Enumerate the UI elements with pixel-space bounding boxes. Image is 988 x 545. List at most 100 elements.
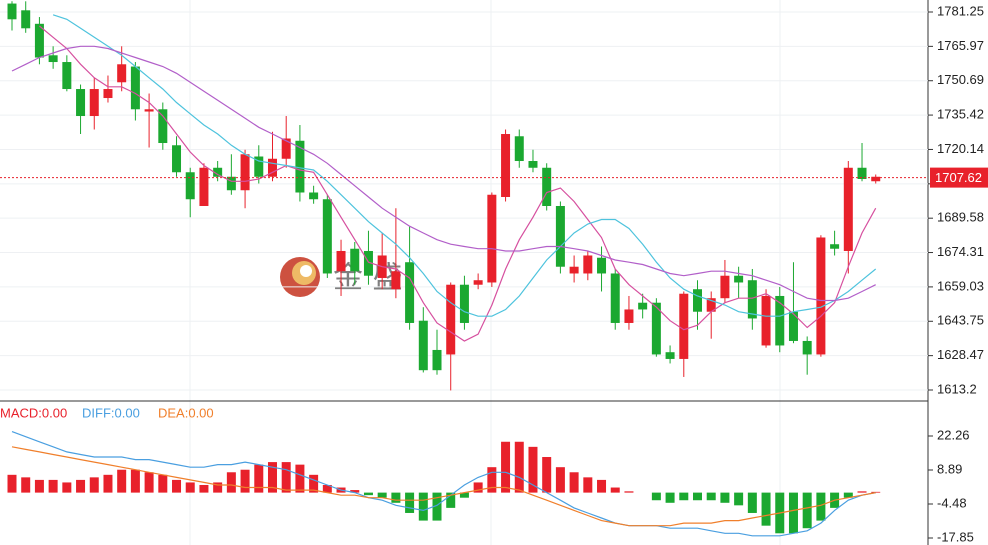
candle-body [830,244,840,249]
candle-body [144,109,154,112]
macd-bar [254,464,264,493]
y-tick-label: 1750.69 [937,72,984,87]
candle-body [857,167,867,180]
macd-bar [501,441,511,493]
macd-bar [734,492,744,506]
candle-body [432,349,442,371]
candle-body [267,158,277,177]
macd-bar [267,462,277,493]
macd-bar [569,472,579,493]
candle-body [295,140,305,193]
macd-bar [597,479,607,493]
candle-body [761,295,771,346]
candle-body [651,302,661,355]
candle-body [734,275,744,283]
candle-body [76,89,86,117]
macd-bar [665,492,675,503]
line [11,446,876,527]
candle-body [624,309,634,323]
candle-body [514,136,524,162]
macd-bar [473,482,483,493]
macd-bar [76,479,86,493]
macd-bar [542,457,552,493]
macd-bar [89,477,99,493]
candle-body [693,289,702,312]
macd-bar [651,492,661,501]
candle-body [775,295,785,346]
macd-bar [34,479,44,493]
legend-label: DIFF:0.00 [82,405,140,420]
macd-bar [103,474,113,493]
macd-bar [802,492,812,529]
y-tick-label: 1781.25 [937,3,984,18]
y-tick-label: 8.89 [937,461,962,476]
macd-bar [309,474,319,493]
y-tick-label: 1765.97 [937,38,984,53]
candle-body [391,271,401,290]
macd-bar [706,492,716,501]
candle-body [103,89,113,99]
line [39,25,877,342]
candle-body [583,255,593,274]
macd-bar [62,482,72,493]
macd-bar [7,474,17,493]
candle-body [89,89,99,117]
candle-body [21,10,31,29]
candle-body [363,250,373,276]
candle-body [172,145,182,173]
candle-body [418,320,428,371]
line [52,14,877,317]
candle-body [528,161,538,168]
candle-body [610,273,620,323]
macd-bar [624,491,634,493]
macd-bar [130,469,140,493]
y-tick-label: 1628.47 [937,347,984,362]
y-tick-label: 1659.03 [937,278,984,293]
candle-body [336,250,346,272]
macd-bar [281,462,291,493]
macd-bar [322,484,332,493]
macd-bar [788,492,798,534]
macd-bar [720,492,730,503]
candle-body [405,262,415,323]
y-tick-label: -4.48 [937,495,967,510]
macd-bar [199,484,209,493]
macd-bar [816,492,826,521]
macd-bar [432,492,442,521]
macd-bar [761,492,771,526]
macd-bar [226,472,236,493]
macd-bar [158,474,168,493]
line [11,45,876,302]
macd-bar [377,492,387,498]
macd-bar [843,492,853,498]
candle-body [185,172,195,200]
candle-body [679,293,689,359]
macd-bar [459,492,469,498]
candle-body [281,138,291,159]
last-price-box [930,167,988,188]
candle-body [213,167,223,177]
y-tick-label: 1674.31 [937,244,984,259]
legend-label: DEA:0.00 [158,405,214,420]
macd-bar [48,479,58,493]
candle-body [446,284,456,355]
candle-body [816,237,826,355]
line [11,431,876,537]
candle-body [747,280,757,319]
candle-body [720,275,730,299]
candle-body [240,154,250,191]
y-tick-label: 1735.42 [937,107,984,122]
candle-body [597,257,607,274]
macd-bar [487,467,497,493]
y-tick-label: 1720.14 [937,141,984,156]
candle-body [569,266,579,274]
macd-bar [871,491,881,493]
macd-bar [446,492,456,508]
candle-body [34,23,44,58]
candle-body [62,62,72,90]
macd-bar [21,477,31,493]
candle-body [788,311,798,341]
candle-body [542,167,552,206]
macd-bar [363,492,373,496]
